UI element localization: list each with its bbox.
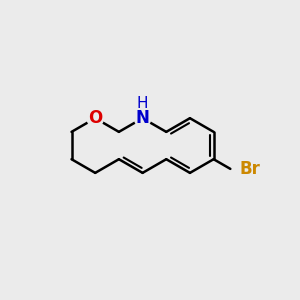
Text: O: O: [88, 109, 102, 127]
Text: H: H: [137, 96, 148, 111]
Text: Br: Br: [239, 160, 260, 178]
Text: N: N: [136, 109, 149, 127]
Circle shape: [134, 110, 151, 127]
Circle shape: [87, 110, 104, 127]
